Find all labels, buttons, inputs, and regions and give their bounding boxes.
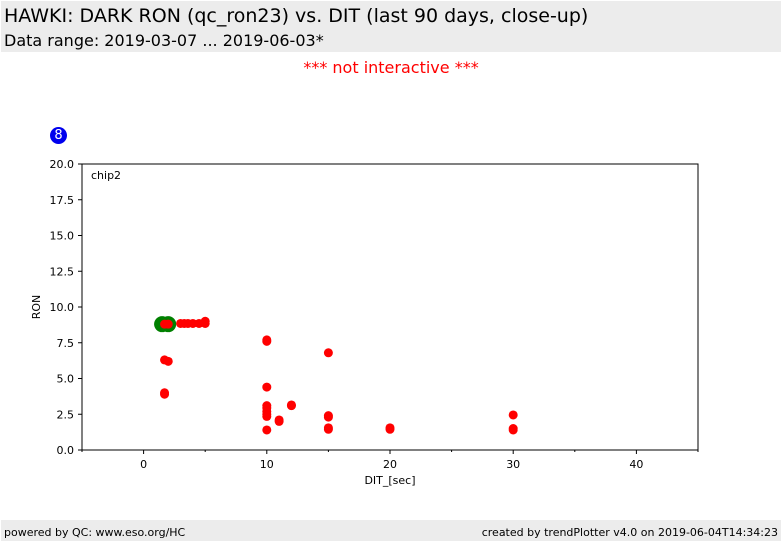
x-tick-label: 40: [629, 458, 643, 471]
x-tick-label: 10: [260, 458, 274, 471]
y-tick-label: 12.5: [50, 265, 75, 278]
y-tick-label: 2.5: [57, 408, 75, 421]
x-tick-label: 20: [383, 458, 397, 471]
plot-frame: [81, 163, 699, 451]
x-tick-label: 0: [140, 458, 147, 471]
y-tick-label: 0.0: [57, 444, 75, 457]
y-tick-label: 20.0: [50, 158, 75, 171]
y-tick-label: 17.5: [50, 194, 75, 207]
y-tick-label: 15.0: [50, 230, 75, 243]
not-interactive-notice: *** not interactive ***: [303, 58, 479, 77]
data-point: [163, 356, 173, 366]
data-point: [160, 388, 170, 398]
data-point: [323, 412, 333, 422]
data-point: [508, 425, 518, 435]
footer-band: [1, 520, 781, 541]
data-point: [385, 424, 395, 434]
data-point: [286, 400, 296, 410]
panel-label: chip2: [91, 169, 121, 182]
chart-number-badge: 8: [50, 127, 67, 144]
data-point: [323, 348, 333, 358]
page-title: HAWKI: DARK RON (qc_ron23) vs. DIT (last…: [4, 5, 589, 27]
footer-created-by: created by trendPlotter v4.0 on 2019-06-…: [481, 526, 778, 539]
data-points: [154, 316, 518, 435]
data-point: [262, 336, 272, 346]
y-tick-label: 10.0: [50, 301, 75, 314]
data-point: [200, 316, 210, 326]
header-band: [1, 1, 781, 52]
data-point: [163, 319, 173, 329]
x-tick-label: 30: [506, 458, 520, 471]
data-point: [508, 410, 518, 420]
x-axis: 0 10 20 30 40: [81, 450, 699, 471]
y-tick-label: 7.5: [57, 337, 75, 350]
data-point: [262, 382, 272, 392]
data-point: [262, 411, 272, 421]
x-axis-label: DIT_[sec]: [364, 474, 415, 487]
y-axis: 0.0 2.5 5.0 7.5 10.0 12.5 15.0 17.5 20.0: [50, 158, 82, 457]
data-point: [274, 416, 284, 426]
data-point: [323, 424, 333, 434]
footer-powered-by: powered by QC: www.eso.org/HC: [4, 526, 186, 539]
data-point: [262, 425, 272, 435]
data-range-subtitle: Data range: 2019-03-07 ... 2019-06-03*: [4, 31, 324, 50]
y-axis-label: RON: [30, 295, 43, 320]
y-tick-label: 5.0: [57, 373, 75, 386]
data-point: [188, 318, 198, 328]
